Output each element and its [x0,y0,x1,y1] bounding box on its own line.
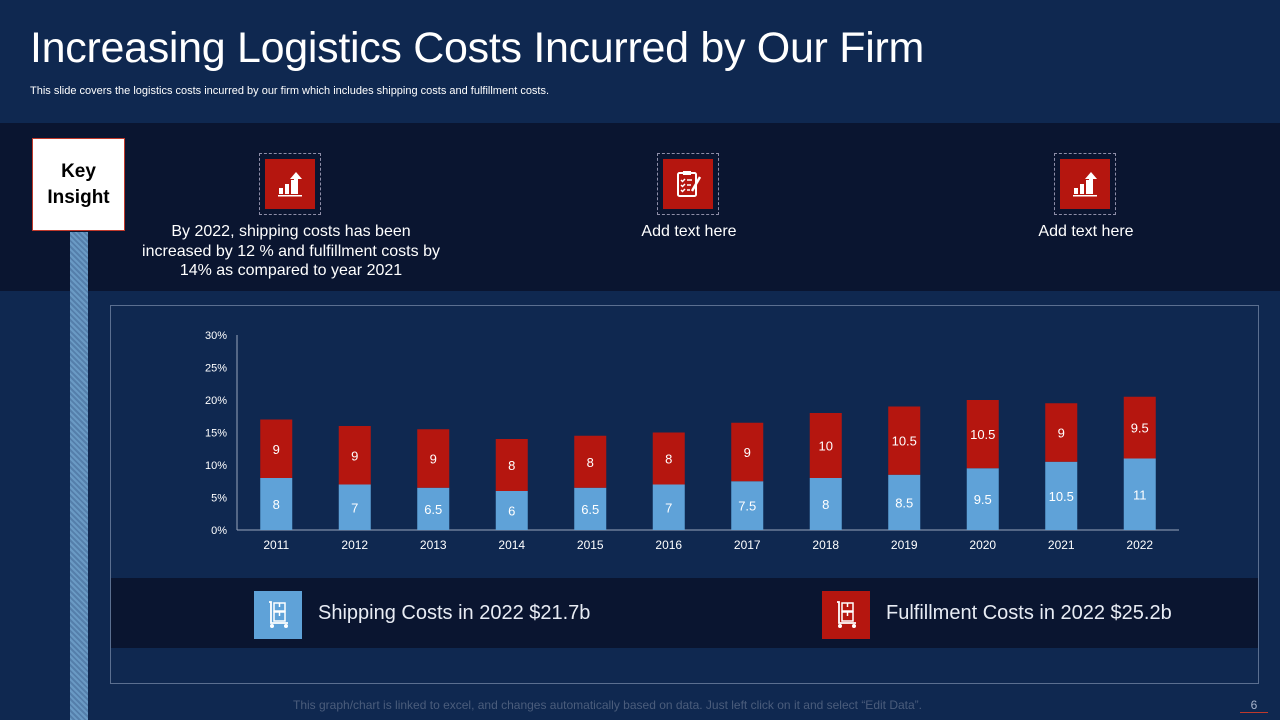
footer-note: This graph/chart is linked to excel, and… [293,698,922,712]
x-tick-label: 2021 [1048,538,1075,552]
data-label-fulfillment: 10.5 [970,427,995,442]
bar-shipping [731,481,764,530]
data-label-shipping: 11 [1133,487,1147,502]
growth-chart-icon [259,153,321,215]
bar-shipping [888,474,921,530]
page-subtitle: This slide covers the logistics costs in… [30,85,550,97]
y-tick-label: 15% [205,428,227,440]
data-label-shipping: 9.5 [974,492,992,507]
x-tick-label: 2015 [577,538,604,552]
bar-fulfillment [495,439,528,491]
data-label-fulfillment: 8 [508,458,515,473]
bar-fulfillment [966,400,999,469]
decorative-pole [70,232,88,720]
bar-shipping [652,484,685,530]
bar-fulfillment [260,419,293,478]
bar-shipping [495,491,528,530]
data-label-shipping: 8 [273,497,280,512]
data-label-shipping: 10.5 [1049,489,1074,504]
stacked-bar-chart: 0% 5% 10% 15% 20% 25% 30% 8 9 2011 7 9 2012 6.5 9 2013 6… [205,330,1179,552]
shipping-summary: Shipping Costs in 2022 $21.7b [318,602,591,624]
bar-shipping [338,484,371,530]
data-label-fulfillment: 8 [665,452,672,467]
key-insight-label-line2: Insight [47,186,110,208]
x-tick-label: 2018 [812,538,839,552]
bar-shipping [574,487,607,530]
x-tick-label: 2012 [341,538,368,552]
data-label-shipping: 6.5 [581,502,599,517]
bar-fulfillment [888,406,921,475]
x-tick-label: 2011 [263,538,289,552]
data-label-fulfillment: 9 [430,452,437,467]
data-label-shipping: 7.5 [738,499,756,514]
y-tick-label: 5% [211,493,227,505]
bar-shipping [966,468,999,530]
clipboard-checklist-icon [657,153,719,215]
bar-shipping [1045,461,1078,530]
data-label-fulfillment: 9 [273,442,280,457]
data-label-fulfillment: 9 [1058,426,1065,441]
key-insight-label: Key Insight [32,138,125,231]
x-tick-label: 2017 [734,538,761,552]
insight-text-3: Add text here [1038,223,1134,240]
bar-fulfillment [1123,396,1156,459]
y-tick-label: 20% [205,395,227,407]
insight-text-1: By 2022, shipping costs has been increas… [142,223,440,279]
y-tick-label: 25% [205,363,227,375]
bar-shipping [260,478,293,530]
data-label-shipping: 7 [665,500,672,515]
bar-shipping [1123,458,1156,530]
bar-shipping [417,487,450,530]
x-tick-label: 2013 [420,538,447,552]
x-tick-label: 2019 [891,538,918,552]
bar-fulfillment [809,413,842,478]
data-label-shipping: 8 [822,497,829,512]
fulfillment-summary: Fulfillment Costs in 2022 $25.2b [886,602,1172,624]
chart-frame [110,305,1259,684]
data-label-fulfillment: 9 [744,445,751,460]
bar-fulfillment [731,422,764,482]
hand-truck-icon [822,591,870,639]
data-label-fulfillment: 9 [351,448,358,463]
bar-shipping [809,478,842,530]
x-tick-label: 2014 [498,538,525,552]
bar-fulfillment [417,429,450,488]
insight-text-2: Add text here [641,223,737,240]
data-label-shipping: 8.5 [895,495,913,510]
bar-fulfillment [574,435,607,488]
bar-fulfillment [1045,403,1078,462]
data-label-fulfillment: 9.5 [1131,421,1149,436]
data-label-fulfillment: 8 [587,455,594,470]
growth-chart-icon [1054,153,1116,215]
y-tick-label: 10% [205,460,227,472]
x-tick-label: 2016 [655,538,682,552]
x-tick-label: 2022 [1126,538,1153,552]
data-label-fulfillment: 10 [819,439,833,454]
data-label-shipping: 7 [351,500,358,515]
summary-band [111,578,1258,648]
key-insight-label-line1: Key [61,160,96,182]
page-number: 6 [1240,698,1268,713]
data-label-fulfillment: 10.5 [892,434,917,449]
hand-truck-icon [254,591,302,639]
data-label-shipping: 6.5 [424,502,442,517]
x-tick-label: 2020 [969,538,996,552]
bar-fulfillment [338,426,371,485]
page-title: Increasing Logistics Costs Incurred by O… [30,24,924,72]
y-tick-label: 30% [205,330,227,342]
data-label-shipping: 6 [508,504,515,519]
bar-fulfillment [652,432,685,485]
y-tick-label: 0% [211,525,227,537]
